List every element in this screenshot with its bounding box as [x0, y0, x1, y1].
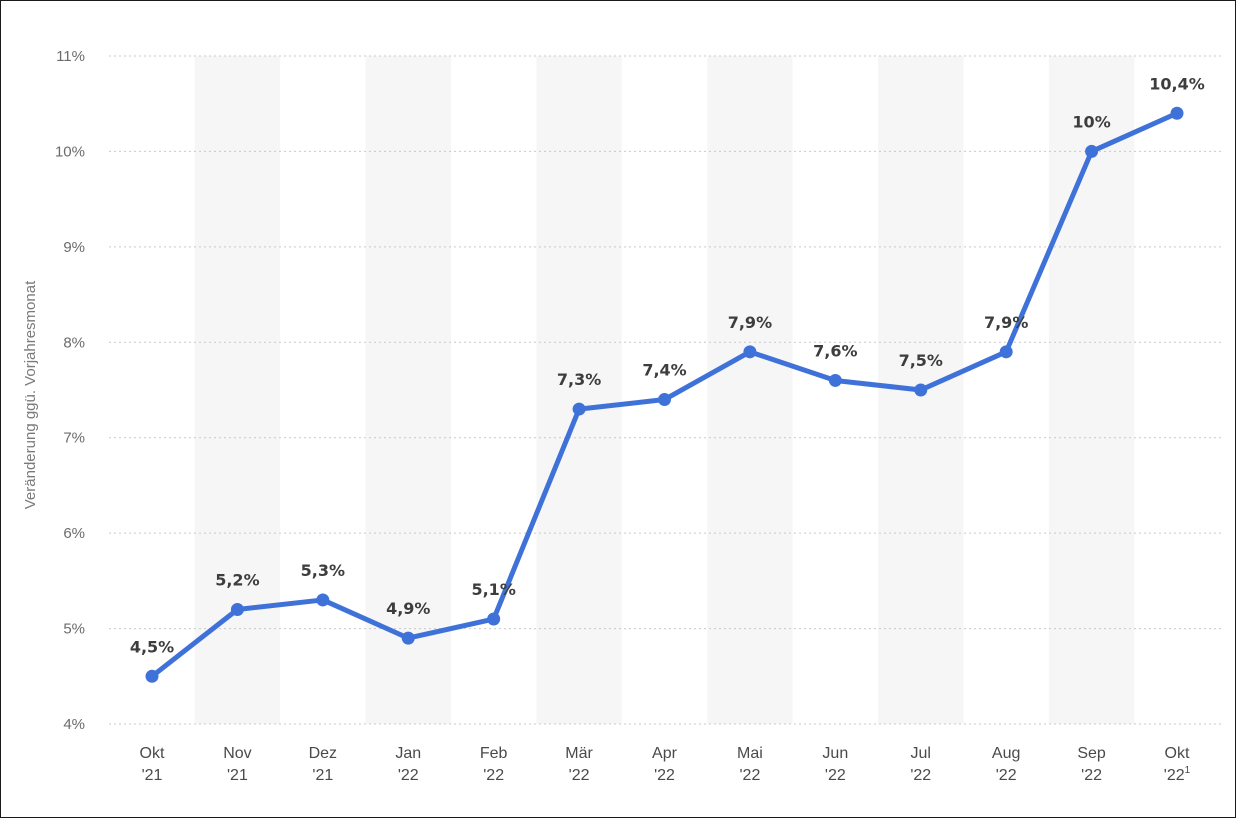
data-label: 10% — [1072, 112, 1110, 131]
data-point[interactable] — [487, 612, 501, 626]
gridlines — [109, 55, 1221, 725]
data-point[interactable] — [1085, 144, 1099, 158]
x-tick-label-month: Apr — [652, 745, 678, 762]
x-tick-label-month: Okt — [1165, 745, 1190, 762]
background-band — [536, 56, 622, 724]
x-tick-label-month: Mär — [565, 745, 593, 762]
background-band — [194, 56, 281, 724]
x-tick-label-year: '22 — [739, 767, 760, 784]
background-bands — [194, 56, 1135, 724]
data-label: 7,4% — [642, 361, 686, 380]
x-tick-label-year: '22 — [483, 767, 504, 784]
x-tick-label-month: Mai — [737, 745, 763, 762]
x-tick-label-year: '22 — [569, 767, 590, 784]
y-axis-label: Veränderung ggü. Vorjahresmonat — [22, 280, 39, 509]
x-tick-label-year: '22 — [398, 767, 419, 784]
data-point[interactable] — [316, 593, 330, 607]
x-tick-label-year: '22 — [1081, 767, 1102, 784]
data-point[interactable] — [658, 393, 671, 407]
background-band — [707, 56, 793, 724]
x-tick-label-year: '22 — [654, 767, 675, 784]
data-point[interactable] — [230, 602, 244, 616]
footnote-marker: 1 — [1185, 765, 1191, 776]
data-label: 7,9% — [728, 313, 772, 332]
x-tick-label-month: Okt — [140, 745, 165, 762]
y-tick-label: 8% — [63, 334, 85, 351]
y-tick-label: 9% — [63, 239, 85, 256]
x-tick-label-year: '22 — [910, 767, 931, 784]
y-axis-ticks: 4% 5% 6% 7% 8% 9% 10% 11% — [55, 48, 85, 733]
x-tick-label-month: Jul — [911, 745, 931, 762]
x-tick-label-year: '22 — [825, 767, 846, 784]
data-point[interactable] — [572, 402, 586, 416]
data-points — [145, 106, 1184, 683]
data-point[interactable] — [828, 373, 842, 387]
x-tick-label-year: '21 — [227, 767, 248, 784]
y-tick-label: 7% — [63, 430, 85, 447]
y-tick-label: 5% — [63, 621, 85, 638]
data-labels: 4,5% 5,2% 5,3% 4,9% 5,1% 7,3% 7,4% 7,9% 7,6% 7,5%… — [130, 74, 1205, 656]
data-label: 7,6% — [813, 341, 857, 360]
data-point[interactable] — [401, 631, 415, 645]
x-tick-label-month: Feb — [480, 745, 508, 762]
data-point[interactable] — [914, 383, 928, 397]
x-tick-label-year: '221 — [1164, 765, 1191, 784]
y-tick-label: 10% — [55, 143, 85, 160]
y-tick-label: 6% — [63, 525, 85, 542]
data-label: 5,1% — [471, 580, 515, 599]
data-point[interactable] — [145, 669, 159, 683]
x-tick-label-year: '21 — [312, 767, 333, 784]
data-label: 4,5% — [130, 637, 174, 656]
x-tick-label-year: '22 — [996, 767, 1017, 784]
x-tick-label-month: Nov — [223, 745, 251, 762]
y-tick-label: 4% — [63, 716, 85, 733]
data-label: 4,9% — [386, 599, 430, 618]
x-axis-ticks: Okt '21 Nov '21 Dez '21 Jan '22 Feb '22 Mär '22 Apr '… — [140, 745, 1191, 784]
data-label: 5,2% — [215, 570, 259, 589]
data-point[interactable] — [1170, 106, 1184, 120]
data-label: 7,5% — [899, 351, 943, 370]
data-label: 7,9% — [984, 313, 1028, 332]
data-point[interactable] — [999, 345, 1013, 359]
data-label: 5,3% — [301, 561, 345, 580]
y-tick-label: 11% — [56, 48, 85, 65]
data-label: 10,4% — [1149, 74, 1205, 93]
x-tick-label-month: Jun — [822, 745, 848, 762]
background-band — [1048, 56, 1135, 724]
x-tick-label-year: '21 — [142, 767, 163, 784]
background-band — [365, 56, 451, 724]
x-tick-label-month: Sep — [1077, 745, 1106, 762]
x-tick-label-month: Jan — [395, 745, 421, 762]
x-tick-label-month: Aug — [992, 745, 1020, 762]
data-label: 7,3% — [557, 370, 601, 389]
x-tick-label-month: Dez — [309, 745, 337, 762]
data-point[interactable] — [743, 345, 757, 359]
